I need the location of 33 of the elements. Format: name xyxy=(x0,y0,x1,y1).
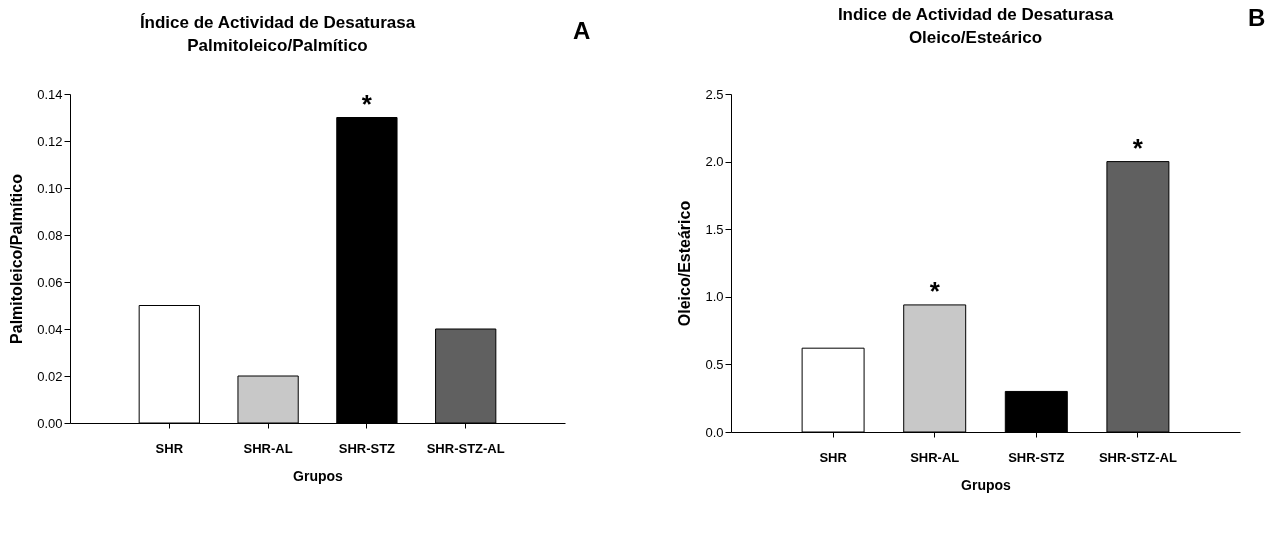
y-tick-label: 0.08 xyxy=(37,227,63,243)
y-tick-label: 0.00 xyxy=(37,415,63,431)
y-axis-title: Palmitoleico/Palmítico xyxy=(8,173,26,344)
x-tick-label: SHR-AL xyxy=(910,449,960,465)
y-tick-label: 0.12 xyxy=(37,133,63,149)
x-tick-label: SHR-AL xyxy=(243,440,293,456)
y-tick-label: 0.02 xyxy=(37,368,63,384)
x-tick-label: SHR-STZ-AL xyxy=(426,440,505,456)
y-axis-title: Oleico/Esteárico xyxy=(676,200,694,327)
x-tick-label: SHR-STZ xyxy=(1008,449,1065,465)
y-tick-label: 2.0 xyxy=(705,154,724,170)
y-tick-label: 0.14 xyxy=(37,86,63,102)
y-tick-label: 1.5 xyxy=(705,221,724,237)
y-tick-label: 0.5 xyxy=(705,356,724,372)
annotation: * xyxy=(1132,132,1144,163)
text: A xyxy=(573,17,591,44)
x-tick-label: SHR-STZ xyxy=(338,440,396,456)
annotation: * xyxy=(361,88,373,119)
x-tick-label: SHR-STZ-AL xyxy=(1098,449,1177,465)
y-tick-label: 2.5 xyxy=(705,86,724,102)
chart-title: Indice de Actividad de Desaturasa Oleico/Esteárico xyxy=(837,5,1114,47)
y-tick-label: 1.0 xyxy=(705,289,724,305)
y-tick-label: 0.06 xyxy=(37,274,63,290)
annotation: * xyxy=(929,275,941,306)
text: B xyxy=(1248,4,1266,31)
y-tick-label: 0.0 xyxy=(705,424,724,440)
x-axis-title: Grupos xyxy=(293,467,344,484)
x-axis-title: Grupos xyxy=(961,476,1012,493)
y-tick-label: 0.10 xyxy=(37,180,63,196)
x-tick-label: SHR xyxy=(155,440,184,456)
x-tick-label: SHR xyxy=(819,449,848,465)
y-tick-label: 0.04 xyxy=(37,321,63,337)
chart-title: Índice de Actividad de Desaturasa Palmitoleico/Palmítico xyxy=(139,13,416,55)
